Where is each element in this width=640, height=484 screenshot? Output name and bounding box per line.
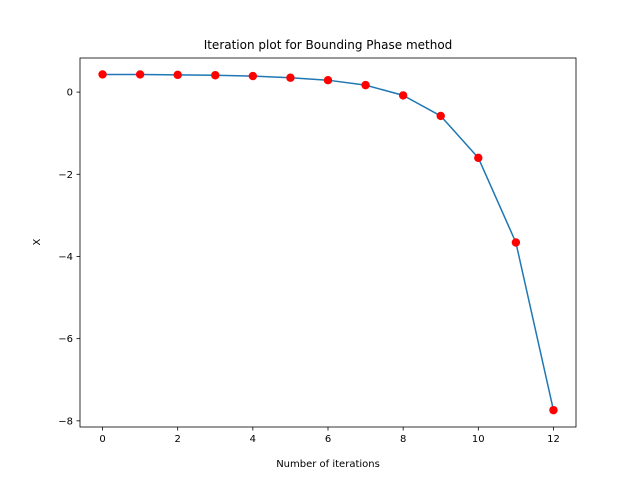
- x-tick-label: 0: [99, 434, 105, 445]
- x-tick-label: 8: [400, 434, 406, 445]
- x-tick-label: 12: [547, 434, 560, 445]
- x-tick-label: 10: [472, 434, 485, 445]
- x-axis-label: Number of iterations: [276, 459, 380, 470]
- y-tick-label: −8: [58, 416, 73, 427]
- plot-frame: [79, 57, 577, 428]
- data-point: [398, 91, 408, 100]
- y-tick-label: −4: [58, 252, 73, 263]
- y-axis-ticks: 0 −2 −4 −6 −8: [58, 88, 80, 427]
- x-tick-label: 6: [325, 434, 331, 445]
- data-point: [436, 111, 445, 121]
- x-tick-label: 2: [175, 434, 181, 445]
- chart-title: Iteration plot for Bounding Phase method: [204, 38, 453, 52]
- series-layer: [98, 70, 558, 415]
- y-axis-label: X: [32, 238, 43, 245]
- data-point: [511, 238, 521, 247]
- data-point: [173, 70, 182, 80]
- data-point: [549, 405, 558, 415]
- y-tick-label: −6: [58, 334, 73, 345]
- data-point: [98, 70, 107, 79]
- x-axis-ticks: 0 2 4 6 8 10 12: [99, 427, 560, 445]
- data-point: [323, 75, 333, 85]
- y-tick-label: 0: [67, 88, 73, 99]
- data-point: [361, 80, 370, 90]
- data-point: [211, 71, 220, 80]
- data-point: [135, 70, 145, 79]
- data-point: [474, 153, 483, 163]
- x-tick-label: 4: [250, 434, 256, 445]
- plot-area: [80, 58, 576, 427]
- data-point: [286, 73, 295, 82]
- y-tick-label: −2: [58, 170, 73, 181]
- data-point: [248, 71, 258, 81]
